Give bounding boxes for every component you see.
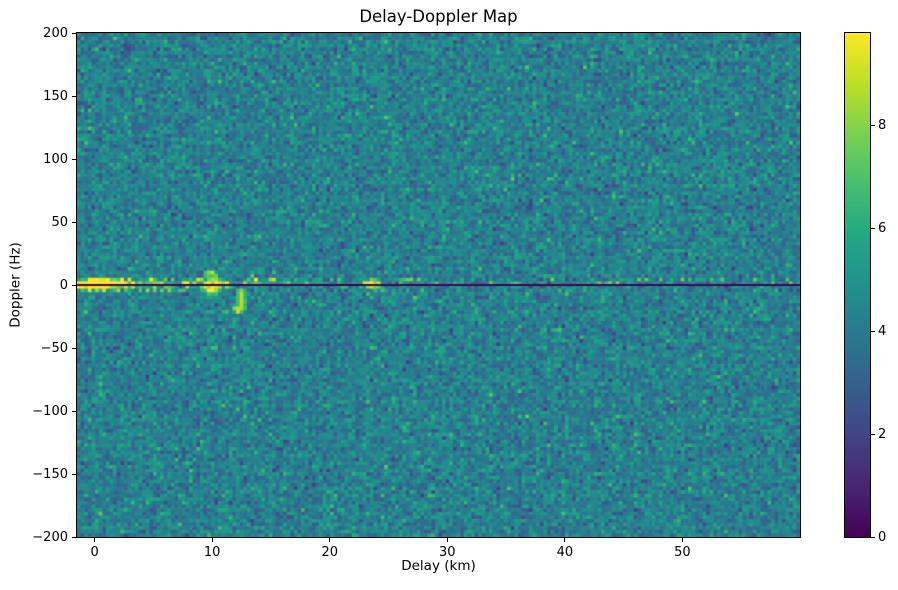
x-axis-label: Delay (km) bbox=[401, 558, 476, 574]
x-tick-mark bbox=[681, 538, 683, 542]
colorbar-tick-label: 2 bbox=[878, 426, 887, 442]
x-tick-label: 20 bbox=[321, 545, 339, 560]
y-tick-label: 100 bbox=[43, 151, 68, 167]
colorbar-tick-mark bbox=[871, 330, 875, 332]
plot-title: Delay-Doppler Map bbox=[359, 7, 518, 26]
x-tick-label: 0 bbox=[90, 545, 99, 560]
x-tick-mark bbox=[446, 538, 448, 542]
plot-area-frame bbox=[76, 32, 801, 538]
heatmap-canvas bbox=[77, 33, 800, 537]
y-tick-mark bbox=[72, 536, 76, 538]
y-tick-label: 50 bbox=[51, 214, 68, 230]
colorbar-tick-label: 4 bbox=[878, 323, 887, 339]
y-tick-label: 0 bbox=[59, 277, 68, 293]
x-tick-mark bbox=[94, 538, 96, 542]
y-tick-label: −100 bbox=[32, 403, 68, 419]
colorbar-frame bbox=[844, 32, 871, 538]
y-tick-label: 200 bbox=[43, 25, 68, 41]
x-tick-label: 30 bbox=[439, 545, 456, 560]
y-tick-label: 150 bbox=[43, 88, 68, 104]
x-tick-mark bbox=[329, 538, 331, 542]
x-tick-mark bbox=[211, 538, 213, 542]
colorbar-tick-label: 6 bbox=[878, 220, 887, 236]
colorbar-tick-mark bbox=[871, 124, 875, 126]
y-tick-mark bbox=[72, 158, 76, 160]
x-tick-label: 10 bbox=[203, 545, 221, 560]
y-tick-mark bbox=[72, 32, 76, 34]
colorbar-tick-mark bbox=[871, 227, 875, 229]
y-tick-mark bbox=[72, 473, 76, 475]
x-tick-mark bbox=[564, 538, 566, 542]
y-tick-mark bbox=[72, 284, 76, 286]
y-tick-mark bbox=[72, 347, 76, 349]
y-tick-label: −200 bbox=[32, 529, 68, 545]
colorbar-tick-mark bbox=[871, 536, 875, 538]
x-tick-label: 50 bbox=[674, 545, 691, 560]
colorbar-tick-label: 0 bbox=[878, 529, 887, 545]
colorbar-canvas bbox=[845, 33, 870, 537]
colorbar-tick-label: 8 bbox=[878, 117, 887, 133]
y-tick-mark bbox=[72, 410, 76, 412]
colorbar-tick-mark bbox=[871, 433, 875, 435]
y-tick-label: −50 bbox=[40, 340, 68, 356]
y-tick-mark bbox=[72, 221, 76, 223]
y-tick-label: −150 bbox=[32, 466, 68, 482]
x-tick-label: 40 bbox=[556, 545, 574, 560]
y-tick-mark bbox=[72, 95, 76, 97]
